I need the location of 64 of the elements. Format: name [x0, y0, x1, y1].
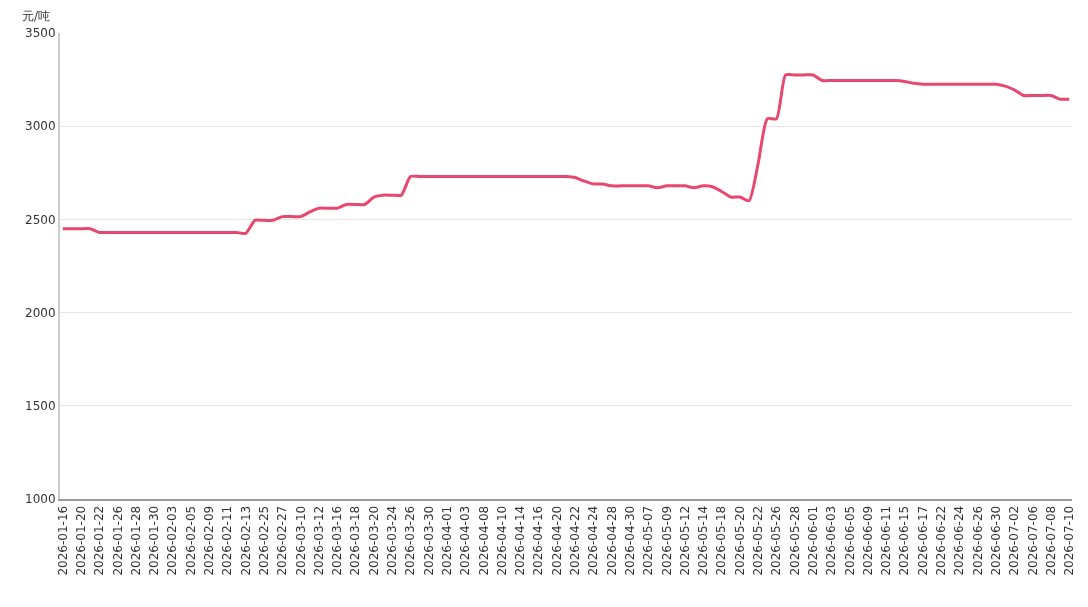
x-tick-label: 2026-01-22 [92, 505, 107, 576]
x-tick-label: 2026-07-02 [1007, 505, 1022, 576]
x-tick-label: 2026-03-10 [293, 505, 308, 576]
line-series [61, 73, 1071, 235]
x-tick-label: 2026-06-22 [934, 505, 949, 576]
x-tick-label: 2026-03-20 [366, 505, 381, 576]
y-tick-label: 1000 [25, 492, 56, 507]
x-tick-label: 2026-03-26 [403, 505, 418, 576]
x-tick-label: 2026-06-03 [824, 505, 839, 576]
x-tick-label: 2026-05-28 [787, 505, 802, 576]
x-tick-label: 2026-06-01 [805, 505, 820, 576]
y-tick-label: 3500 [25, 26, 56, 41]
x-tick-label: 2026-01-28 [128, 505, 143, 576]
x-tick-label: 2026-04-01 [439, 505, 454, 576]
x-tick-label: 2026-03-18 [348, 505, 363, 576]
x-tick-label: 2026-02-13 [238, 505, 253, 576]
x-tick-label: 2026-01-16 [55, 505, 70, 576]
x-tick-label: 2026-04-28 [604, 505, 619, 576]
x-tick-label: 2026-05-12 [677, 505, 692, 576]
x-tick-label: 2026-03-16 [330, 505, 345, 576]
x-tick-label: 2026-01-26 [110, 505, 125, 576]
x-tick-label: 2026-04-10 [494, 505, 509, 576]
x-tick-label: 2026-05-20 [732, 505, 747, 576]
x-tick-label: 2026-02-11 [220, 505, 235, 576]
x-tick-label: 2026-06-17 [915, 505, 930, 576]
x-tick-label: 2026-05-26 [769, 505, 784, 576]
x-tick-label: 2026-04-16 [531, 505, 546, 576]
x-tick-label: 2026-06-05 [842, 505, 857, 576]
x-tick-label: 2026-07-08 [1043, 505, 1058, 576]
x-tick-label: 2026-01-30 [147, 505, 162, 576]
x-tick-label: 2026-02-03 [165, 505, 180, 576]
x-tick-label: 2026-07-06 [1025, 505, 1040, 576]
x-tick-label: 2026-05-07 [641, 505, 656, 576]
y-tick-label: 3000 [25, 119, 56, 134]
x-tick-label: 2026-06-09 [860, 505, 875, 576]
x-tick-label: 2026-06-26 [970, 505, 985, 576]
x-tick-label: 2026-06-30 [988, 505, 1003, 576]
x-tick-label: 2026-06-11 [879, 505, 894, 576]
x-tick-label: 2026-02-09 [202, 505, 217, 576]
x-tick-label: 2026-05-14 [696, 505, 711, 576]
y-tick-label: 1500 [25, 399, 56, 413]
x-tick-label: 2026-05-22 [751, 505, 766, 576]
x-tick-label: 2026-03-24 [385, 505, 400, 576]
x-tick-label: 2026-02-25 [256, 505, 271, 576]
x-tick-label: 2026-03-12 [311, 505, 326, 576]
x-tick-label: 2026-04-03 [458, 505, 473, 576]
x-tick-label: 2026-05-09 [659, 505, 674, 576]
x-tick-label: 2026-03-30 [421, 505, 436, 576]
x-tick-label: 2026-07-10 [1062, 505, 1077, 576]
x-tick-label: 2026-02-05 [183, 505, 198, 576]
x-tick-label: 2026-05-18 [714, 505, 729, 576]
x-tick-label: 2026-04-24 [586, 505, 601, 576]
x-tick-label: 2026-01-20 [73, 505, 88, 576]
x-tick-label: 2026-04-08 [476, 505, 491, 576]
y-axis-title: 元/吨 [22, 9, 51, 23]
x-tick-label: 2026-04-22 [568, 505, 583, 576]
y-tick-label: 2000 [25, 305, 56, 320]
y-tick-label: 2500 [25, 212, 56, 227]
x-tick-label: 2026-04-20 [549, 505, 564, 576]
x-tick-label: 2026-02-27 [275, 505, 290, 576]
x-tick-label: 2026-04-30 [622, 505, 637, 576]
x-tick-label: 2026-06-15 [897, 505, 912, 576]
x-tick-label: 2026-04-14 [513, 505, 528, 576]
x-tick-label: 2026-06-24 [952, 505, 967, 576]
